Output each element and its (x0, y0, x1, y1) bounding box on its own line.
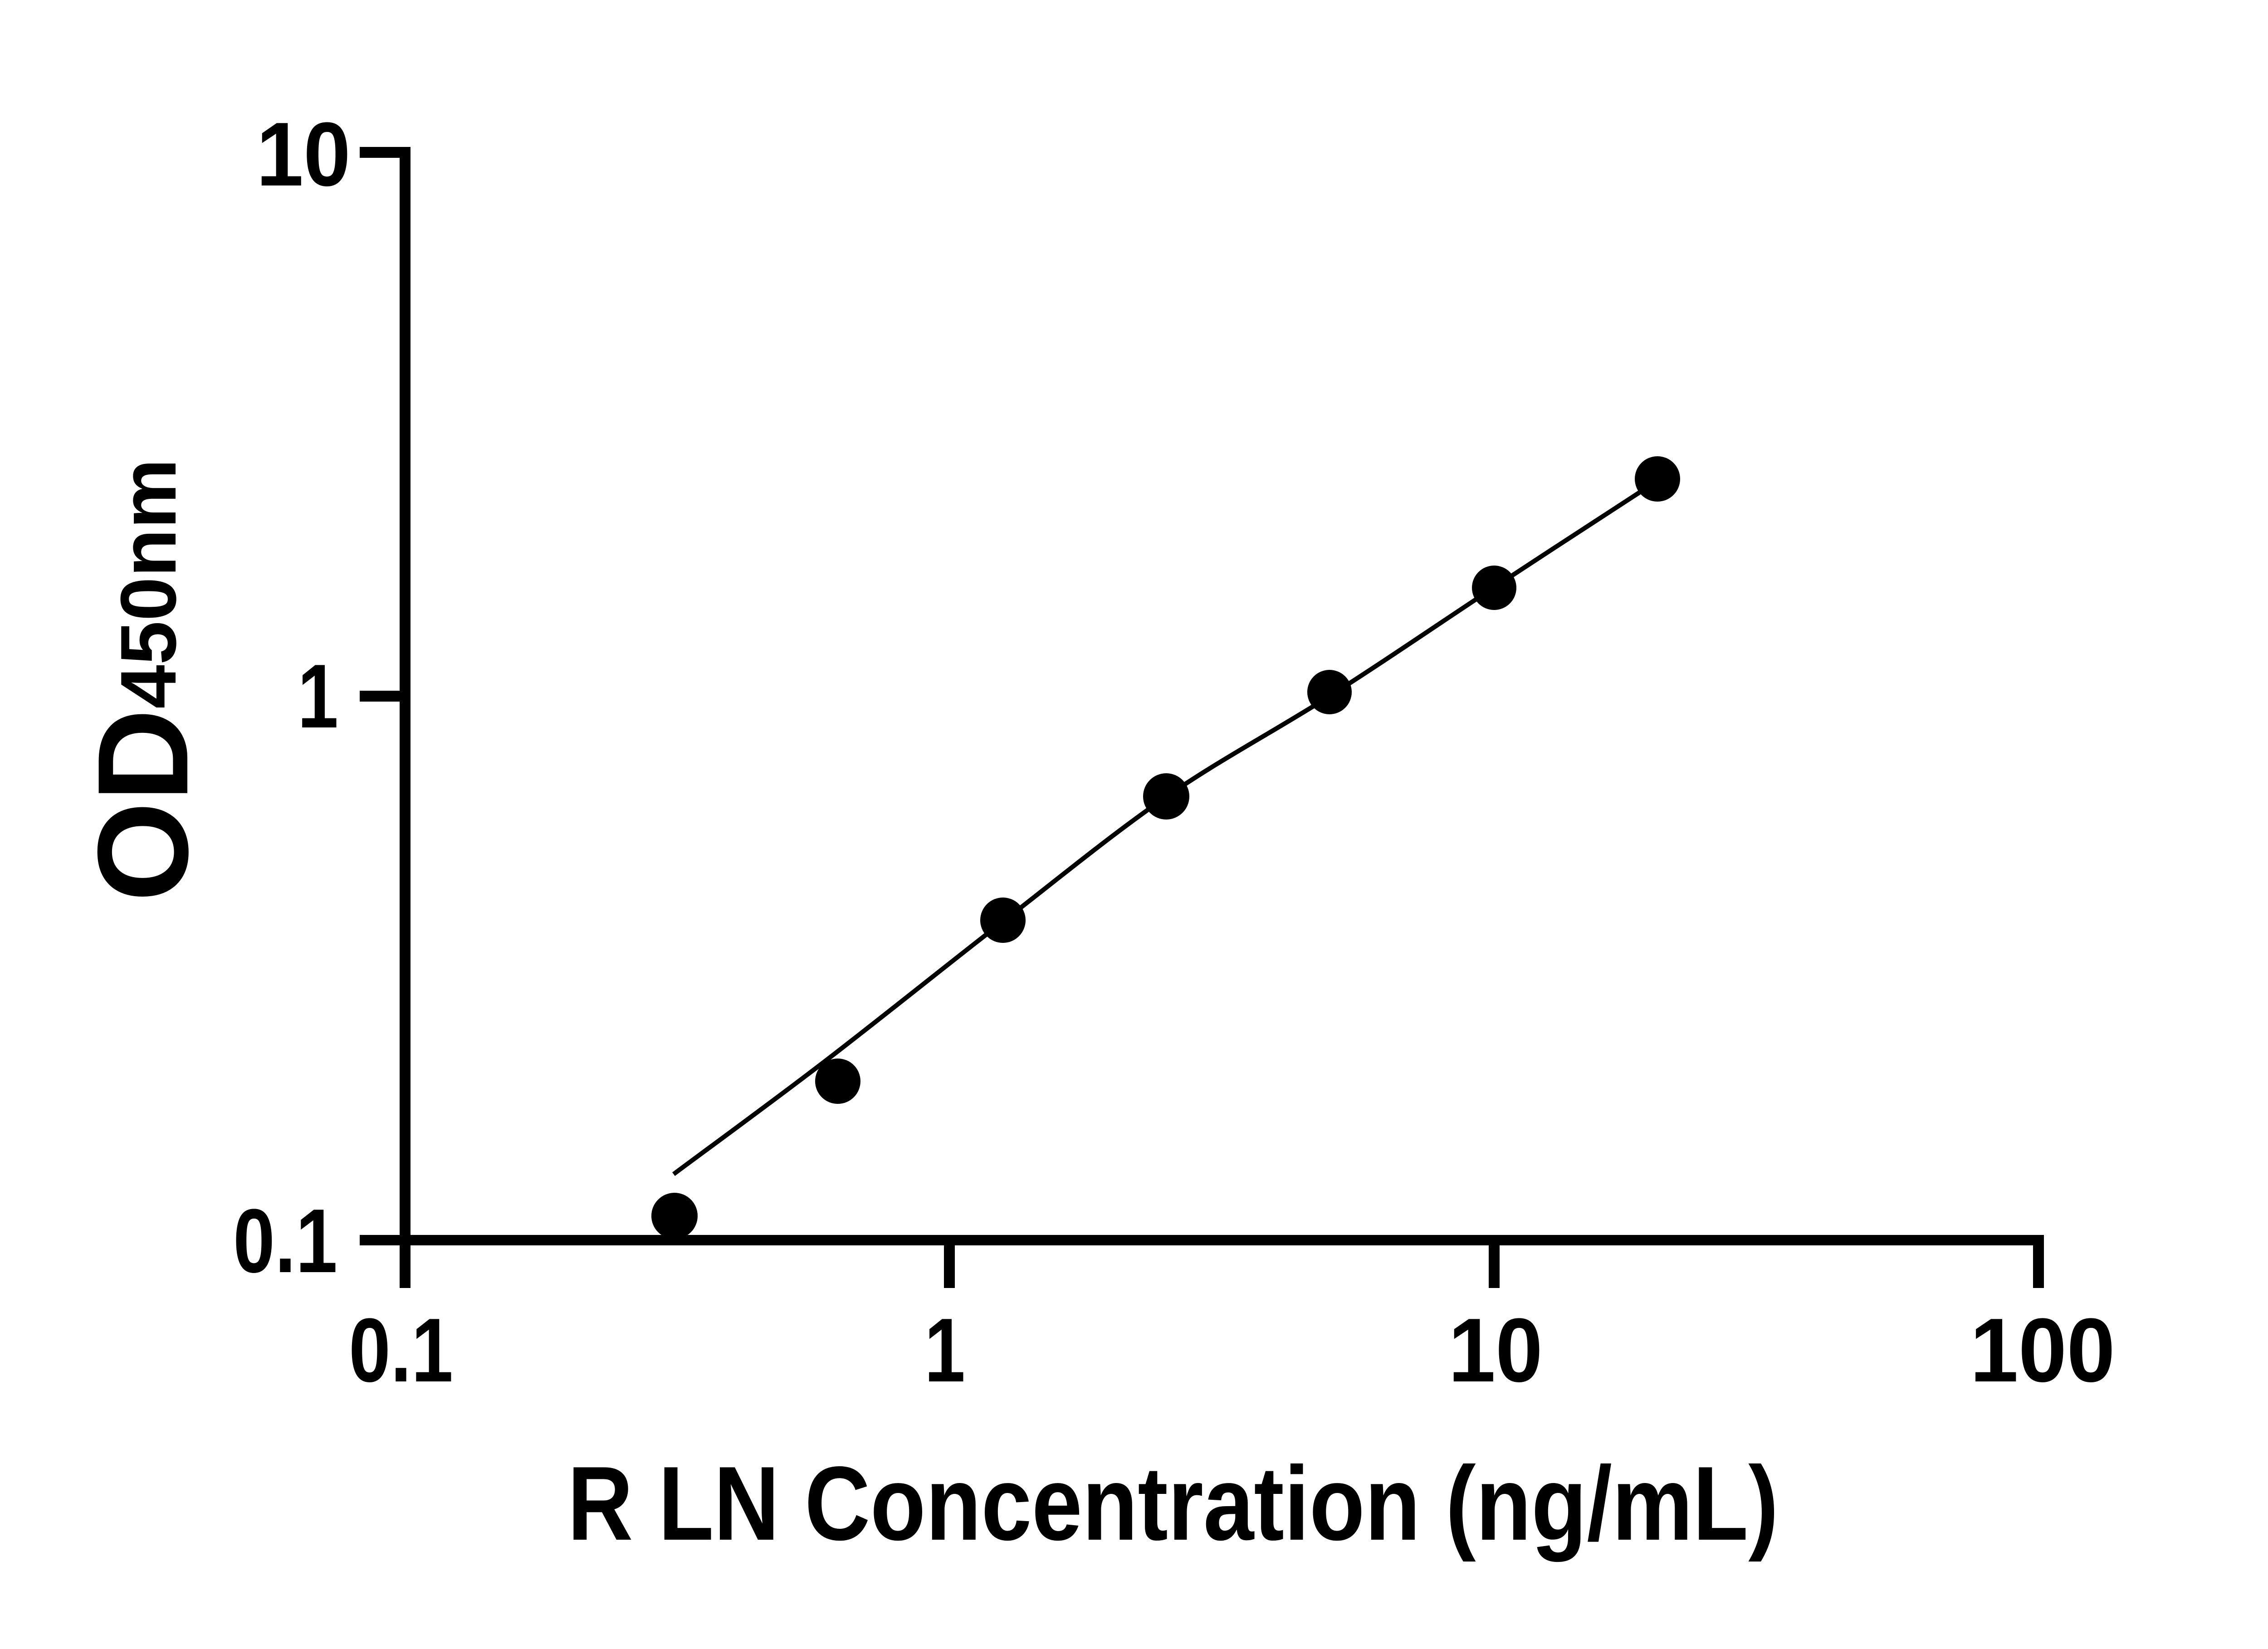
svg-text:0.1: 0.1 (349, 1300, 453, 1401)
svg-text:10: 10 (256, 104, 351, 205)
svg-text:1: 1 (924, 1300, 965, 1401)
svg-text:R LN Concentration (ng/mL): R LN Concentration (ng/mL) (567, 1445, 1779, 1562)
svg-text:10: 10 (1448, 1300, 1543, 1401)
svg-text:1: 1 (298, 646, 338, 747)
svg-text:0.1: 0.1 (233, 1190, 337, 1292)
svg-text:100: 100 (1970, 1300, 2115, 1401)
